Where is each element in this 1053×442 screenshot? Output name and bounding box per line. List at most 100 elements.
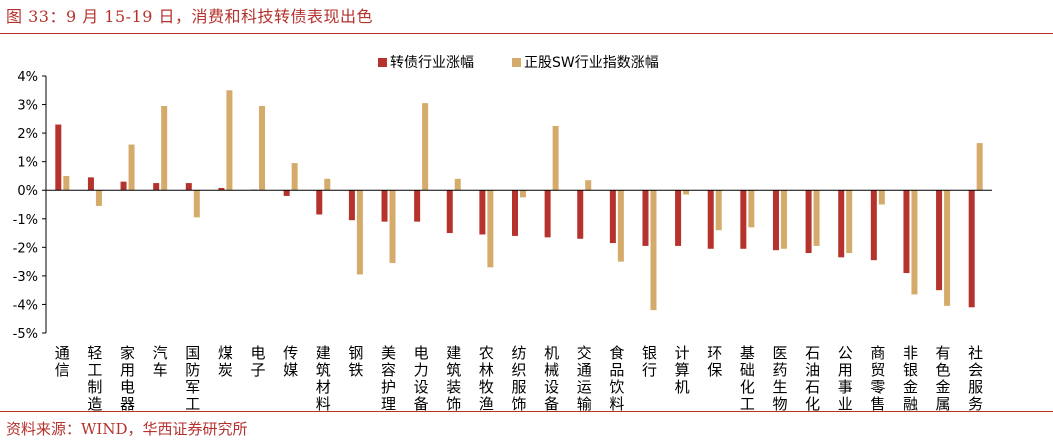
bar-index: [520, 190, 526, 198]
bar-convertible: [805, 190, 812, 254]
bar-convertible: [479, 190, 486, 235]
bar-convertible: [870, 190, 877, 261]
legend-label-series-1: 转债行业涨幅: [390, 55, 474, 71]
bar-convertible: [283, 190, 290, 196]
bar-index: [161, 105, 168, 191]
x-tick-label: 农林牧渔: [479, 344, 494, 413]
bar-index: [748, 190, 755, 228]
header-divider: [0, 33, 1053, 34]
bar-index: [846, 190, 853, 254]
bar-convertible: [936, 190, 943, 291]
bar-index: [389, 190, 396, 264]
bar-convertible: [903, 190, 910, 274]
x-tick-label: 医药生物: [772, 344, 787, 413]
bar-convertible: [185, 183, 192, 191]
bar-convertible: [968, 190, 975, 308]
bar-index: [422, 103, 429, 191]
bar-convertible: [544, 190, 551, 238]
x-tick-label: 建筑装饰: [446, 344, 461, 413]
bar-index: [259, 105, 266, 191]
bar-index: [128, 144, 135, 191]
bar-convertible: [381, 190, 388, 222]
x-tick-label: 电力设备: [414, 344, 429, 413]
bar-index: [683, 190, 690, 195]
x-tick-label: 建筑材料: [316, 344, 331, 413]
bar-convertible: [87, 177, 94, 191]
bar-convertible: [120, 181, 127, 191]
bar-index: [813, 190, 820, 246]
bar-convertible: [838, 190, 845, 258]
x-tick-label: 煤炭: [218, 344, 233, 379]
x-tick-label: 商贸零售: [870, 344, 885, 413]
bar-convertible: [740, 190, 747, 249]
bar-convertible: [218, 187, 225, 191]
bar-index: [715, 190, 722, 231]
bar-convertible: [675, 190, 682, 246]
legend: 转债行业涨幅 正股SW行业指数涨幅: [378, 55, 659, 71]
x-tick-label: 汽车: [153, 344, 168, 379]
x-tick-label: 国防军工: [185, 344, 200, 413]
bar-index: [291, 163, 298, 191]
source-note: 资料来源：WIND，华西证券研究所: [6, 420, 248, 438]
bar-index: [911, 190, 918, 295]
x-tick-label: 非银金融: [903, 344, 918, 413]
x-tick-label: 轻工制造: [87, 344, 102, 413]
bar-index: [585, 180, 592, 191]
x-tick-label: 通信: [55, 344, 70, 379]
bar-index: [650, 190, 657, 311]
x-tick-label: 有色金属: [936, 344, 951, 413]
y-tick-label: 3%: [17, 99, 38, 114]
bar-index: [226, 90, 233, 191]
bar-convertible: [55, 124, 62, 191]
bar-index: [95, 190, 102, 206]
x-tick-label: 食品饮料: [609, 344, 624, 413]
y-tick-label: -2%: [13, 241, 38, 256]
bar-index: [780, 190, 787, 249]
y-tick-label: 2%: [17, 127, 38, 142]
x-tick-label: 传媒: [283, 344, 298, 379]
x-tick-label: 环保: [707, 344, 722, 379]
bar-convertible: [414, 190, 421, 222]
legend-swatch-series-2: [512, 58, 521, 67]
x-tick-label: 石油石化: [805, 344, 820, 413]
footer-divider: [0, 411, 1053, 412]
y-tick-label: 4%: [17, 70, 38, 85]
y-axis: 4% 3% 2% 1% 0% -1% -2% -3% -4% -5%: [13, 70, 47, 342]
y-tick-label: -5%: [13, 327, 38, 342]
bar-index: [454, 178, 461, 191]
bar-chart: 转债行业涨幅 正股SW行业指数涨幅 4% 3% 2% 1% 0% -1% -2% -3% -4%…: [13, 55, 992, 413]
x-tick-label: 社会服务: [968, 344, 983, 413]
x-tick-label: 纺织服饰: [511, 344, 526, 413]
bar-index: [324, 178, 331, 191]
bar-index: [487, 190, 494, 268]
x-tick-label: 计算机: [675, 344, 690, 396]
x-tick-label: 钢铁: [348, 344, 363, 379]
bar-index: [552, 125, 559, 191]
bar-index: [976, 143, 983, 191]
bars: [55, 90, 983, 311]
y-tick-label: -1%: [13, 213, 38, 228]
y-tick-label: 1%: [17, 156, 38, 171]
bar-convertible: [348, 190, 355, 221]
x-tick-label: 交通运输: [577, 344, 592, 413]
bar-index: [63, 175, 70, 191]
bar-convertible: [316, 190, 323, 215]
y-tick-label: 0%: [17, 184, 38, 199]
chart-title: 图 33：9 月 15-19 日，消费和科技转债表现出色: [6, 7, 374, 26]
x-tick-label: 公用事业: [838, 344, 853, 413]
legend-swatch-series-1: [378, 58, 387, 67]
bar-index: [878, 190, 885, 205]
bar-convertible: [577, 190, 584, 239]
x-tick-label: 银行: [642, 344, 657, 379]
x-tick-label: 电子: [251, 344, 266, 379]
bar-convertible: [446, 190, 453, 234]
y-tick-label: -3%: [13, 270, 38, 285]
bar-index: [356, 190, 363, 275]
bar-convertible: [642, 190, 649, 246]
bar-convertible: [609, 190, 616, 244]
bar-convertible: [707, 190, 714, 249]
y-tick-label: -4%: [13, 298, 38, 313]
x-tick-label: 美容护理: [381, 344, 396, 413]
bar-convertible: [153, 183, 160, 191]
